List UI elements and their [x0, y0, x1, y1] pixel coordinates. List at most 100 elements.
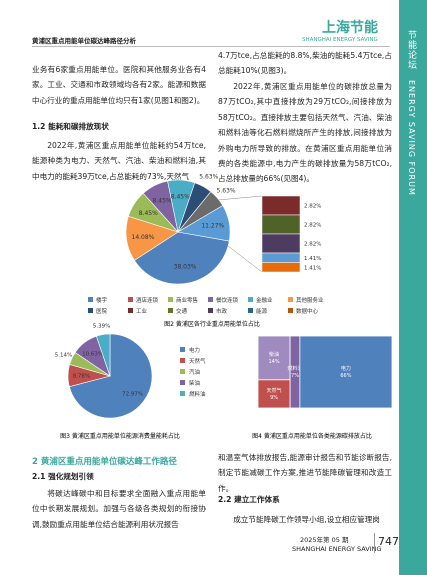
side-label-cn: 节能论坛 [406, 30, 416, 70]
data-label: 8.45% [153, 197, 172, 204]
legend-swatch [288, 297, 293, 302]
footer-magazine: SHANGHAI ENERGY SAVING [292, 545, 382, 553]
treemap-cell [257, 335, 291, 381]
data-label: 38.03% [174, 264, 197, 271]
treemap-cell [257, 379, 291, 409]
legend-label: 柴油 [189, 379, 201, 387]
heading: 2.1 强化规划引领 [32, 472, 94, 481]
side-strip [399, 0, 427, 575]
legend-swatch [288, 308, 293, 313]
legend-swatch [180, 369, 185, 374]
data-label: 8.45% [139, 210, 158, 217]
data-label: 14.08% [132, 234, 155, 241]
legend-swatch [248, 297, 253, 302]
paragraph: 业务有6家重点用能单位。医院和其他服务业各有4家。工业、交通和市政领域均各有2家… [32, 65, 206, 105]
data-label: 1.41% [304, 256, 321, 262]
paragraph: 4.7万tce,占总能耗的8.8%,柴油的能耗5.4万tce,占总能耗10%(见… [218, 51, 392, 76]
legend-label: 天然气 [189, 357, 206, 365]
legend-label: 楼宇 [96, 296, 108, 304]
legend-label: 商业零售 [176, 296, 198, 304]
legend-swatch [88, 308, 93, 313]
legend-swatch [128, 308, 133, 313]
legend-swatch [208, 297, 213, 302]
figure-caption: 图3 黄浦区重点用能单位能源消费量能耗占比 [60, 432, 180, 440]
legend-label: 能源 [256, 307, 268, 315]
cell-label: 天然气 [267, 387, 282, 394]
data-label: 11.27% [201, 223, 224, 230]
paragraph: 2022年,黄浦区重点用能单位的碳排放总量为87万tCO₂,其中直接排放为29万… [218, 82, 392, 184]
data-label: 5.63% [217, 188, 236, 195]
paragraph: 将碳达峰碳中和目标要求全面融入重点用能单位中长期发展规划。加强与各级各类规划的衔… [32, 489, 206, 529]
connector [217, 195, 263, 201]
legend-label: 电力 [189, 346, 200, 354]
heading: 2.2 建立工作体系 [218, 495, 280, 504]
legend-swatch [208, 308, 213, 313]
legend-label: 汽油 [189, 368, 201, 376]
treemap-cell [289, 335, 301, 409]
legend-swatch [88, 297, 93, 302]
legend-label: 工业 [136, 307, 148, 315]
data-label: 9% [270, 395, 278, 401]
bar-segment [261, 214, 301, 235]
data-label: 66% [340, 373, 351, 379]
data-label: 8.45% [171, 194, 190, 201]
paragraph: 和温室气体排放报告,能源审计报告和节能诊断报告,制定节能减碳工作方案,推进节能降… [218, 453, 392, 493]
legend-swatch [180, 380, 185, 385]
legend-swatch [168, 308, 173, 313]
data-label: 8.78% [73, 374, 90, 380]
treemap-cell [299, 335, 393, 409]
figure-caption: 图4 黄浦区重点用能单位各类能源碳排放占比 [252, 432, 372, 440]
bar-segment [261, 195, 301, 216]
data-label: 2.82% [304, 242, 321, 248]
section-heading: 2 黄浦区重点用能单位碳达峰工作路径 [32, 457, 177, 467]
cell-label: 燃料油 [287, 365, 302, 372]
side-label: 节能论坛 ENERGY SAVING FORUM [405, 30, 418, 196]
data-label: 5.39% [93, 323, 110, 329]
header-rule [32, 46, 390, 47]
paragraph: 2022年,黄浦区重点用能单位能耗约54万tce,能源种类为电力、天然气、汽油、… [32, 141, 206, 181]
data-label: 2.82% [304, 204, 321, 210]
bar-segment [261, 252, 301, 263]
footer-rule [374, 533, 375, 553]
legend-swatch [180, 347, 185, 352]
data-label: 72.97% [122, 391, 143, 397]
magazine-title-en: SHANGHAI ENERGY SAVING [302, 37, 378, 43]
bar-segment [261, 262, 301, 273]
data-label: 1.41% [304, 265, 321, 271]
pie-slice [96, 333, 111, 377]
connector [227, 245, 263, 273]
legend-label: 数据中心 [296, 307, 319, 315]
legend-label: 医院 [96, 307, 108, 315]
data-label: 10.63% [82, 351, 103, 357]
side-label-en: ENERGY SAVING FORUM [407, 79, 416, 196]
data-label: 2.82% [304, 223, 321, 229]
magazine-title: 上海节能 [322, 20, 378, 36]
heading: 1.2 能耗和碳排放现状 [32, 122, 109, 131]
legend-label: 餐饮连锁 [216, 296, 239, 304]
data-label: 5.14% [55, 352, 72, 358]
legend-label: 其他服务业 [296, 296, 324, 304]
legend-label: 酒店连锁 [136, 296, 159, 304]
legend-swatch [128, 297, 133, 302]
data-label: 5.63% [199, 174, 218, 181]
legend-label: 燃料油 [189, 390, 206, 398]
legend-label: 金融业 [256, 296, 273, 304]
data-label: 14% [268, 359, 279, 365]
legend-label: 市政 [216, 307, 228, 315]
bar-segment [261, 233, 301, 254]
figure-caption: 图2 黄浦区各行业重点用能单位占比 [164, 320, 260, 328]
page-number: 747 [378, 535, 399, 548]
pie-slice [177, 205, 231, 242]
legend-swatch [180, 391, 185, 396]
legend-swatch [248, 308, 253, 313]
legend-swatch [168, 297, 173, 302]
cell-label: 柴油 [269, 351, 279, 358]
legend-swatch [180, 358, 185, 363]
data-label: 7% [291, 373, 299, 379]
footer-issue: 2025年第 05 期 [300, 536, 349, 544]
cell-label: 电力 [341, 365, 351, 372]
running-title: 黄浦区重点用能单位碳达峰路径分析 [32, 37, 136, 45]
legend-label: 交通 [176, 307, 188, 315]
